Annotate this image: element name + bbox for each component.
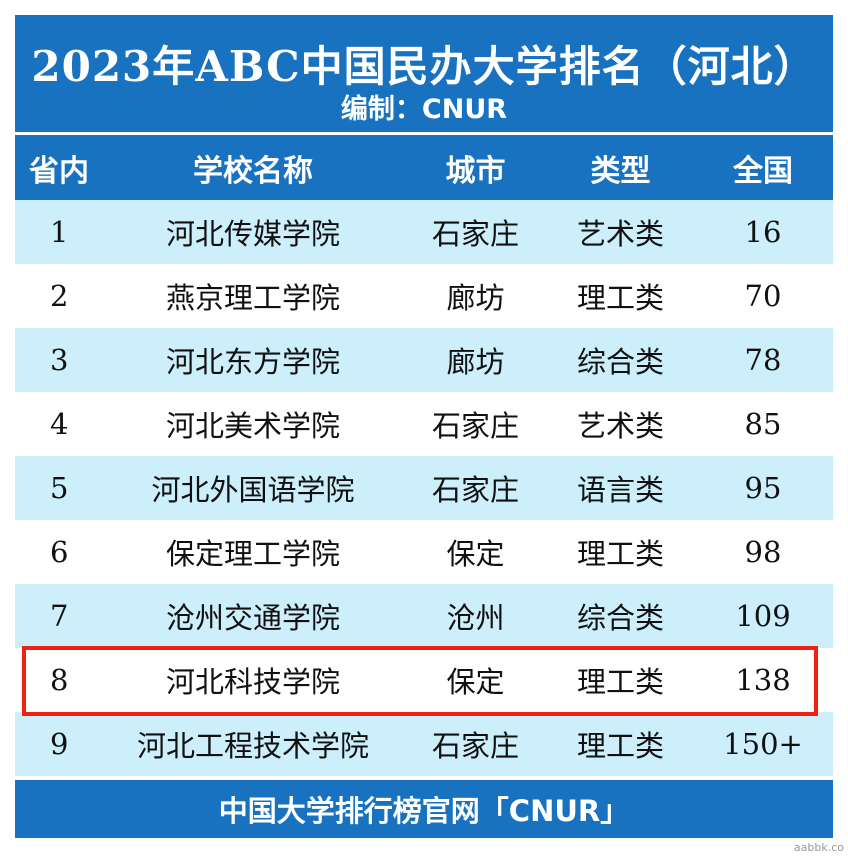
table-row: 2 燕京理工学院 廊坊 理工类 70	[15, 264, 833, 328]
cell-rank: 5	[50, 471, 69, 505]
table-row: 7 沧州交通学院 沧州 综合类 109	[15, 584, 833, 648]
cell-national: 138	[735, 663, 791, 697]
ranking-table: 2023年ABC中国民办大学排名（河北） 编制：CNUR 省内 学校名称 城市 …	[15, 15, 833, 838]
page-subtitle: 编制：CNUR	[340, 94, 508, 125]
cell-rank: 9	[50, 727, 69, 761]
cell-school-name: 燕京理工学院	[165, 281, 340, 315]
cell-type: 艺术类	[576, 409, 664, 443]
cell-city: 廊坊	[446, 281, 505, 315]
cell-national: 109	[735, 599, 791, 633]
table-row: 3 河北东方学院 廊坊 综合类 78	[15, 328, 833, 392]
cell-rank: 7	[50, 599, 69, 633]
col-school-name: 学校名称	[193, 153, 313, 189]
table-row: 6 保定理工学院 保定 理工类 98	[15, 520, 833, 584]
cell-type: 理工类	[576, 281, 664, 315]
cell-national: 16	[744, 215, 782, 249]
table-row: 9 河北工程技术学院 石家庄 理工类 150+	[15, 712, 833, 776]
cell-rank: 8	[50, 663, 69, 697]
cell-school-name: 河北科技学院	[165, 665, 340, 699]
cell-city: 廊坊	[446, 345, 505, 379]
table-row: 1 河北传媒学院 石家庄 艺术类 16	[15, 200, 833, 264]
table-row: 4 河北美术学院 石家庄 艺术类 85	[15, 392, 833, 456]
cell-type: 理工类	[576, 537, 664, 571]
cell-national: 85	[744, 407, 782, 441]
cell-school-name: 保定理工学院	[165, 537, 340, 571]
cell-city: 保定	[446, 665, 505, 699]
cell-city: 石家庄	[431, 729, 519, 763]
table-row-highlighted: 8 河北科技学院 保定 理工类 138	[15, 648, 833, 712]
cell-rank: 1	[50, 215, 69, 249]
cell-city: 石家庄	[431, 409, 519, 443]
cell-school-name: 河北东方学院	[165, 345, 340, 379]
table-header-block: 2023年ABC中国民办大学排名（河北） 编制：CNUR	[15, 15, 833, 132]
cell-rank: 3	[50, 343, 69, 377]
cell-city: 沧州	[446, 601, 505, 635]
cell-city: 石家庄	[431, 473, 519, 507]
cell-national: 150+	[723, 727, 803, 761]
column-header-row: 省内 学校名称 城市 类型 全国	[15, 135, 833, 200]
cell-type: 语言类	[576, 473, 664, 507]
cell-type: 艺术类	[576, 217, 664, 251]
col-national-rank: 全国	[733, 153, 793, 189]
cell-rank: 6	[50, 535, 69, 569]
cell-school-name: 河北美术学院	[165, 409, 340, 443]
col-city: 城市	[445, 153, 506, 189]
cell-type: 综合类	[576, 601, 664, 635]
page-title: 2023年ABC中国民办大学排名（河北）	[31, 42, 817, 91]
cell-type: 理工类	[576, 665, 664, 699]
cell-school-name: 河北传媒学院	[165, 217, 340, 251]
cell-city: 石家庄	[431, 217, 519, 251]
col-provincial-rank: 省内	[29, 153, 89, 189]
cell-type: 综合类	[576, 345, 664, 379]
footer-banner: 中国大学排行榜官网「CNUR」	[15, 780, 833, 838]
cell-city: 保定	[446, 537, 505, 571]
watermark: aabbk.co	[793, 841, 844, 854]
cell-school-name: 河北工程技术学院	[136, 729, 369, 763]
cell-national: 78	[744, 343, 782, 377]
cell-national: 95	[744, 471, 782, 505]
cell-rank: 4	[50, 407, 69, 441]
cell-rank: 2	[50, 279, 69, 313]
cell-national: 98	[744, 535, 782, 569]
table-row: 5 河北外国语学院 石家庄 语言类 95	[15, 456, 833, 520]
cell-school-name: 沧州交通学院	[165, 601, 340, 635]
cell-school-name: 河北外国语学院	[151, 473, 355, 507]
col-type: 类型	[590, 153, 651, 189]
cell-type: 理工类	[576, 729, 664, 763]
cell-national: 70	[744, 279, 782, 313]
